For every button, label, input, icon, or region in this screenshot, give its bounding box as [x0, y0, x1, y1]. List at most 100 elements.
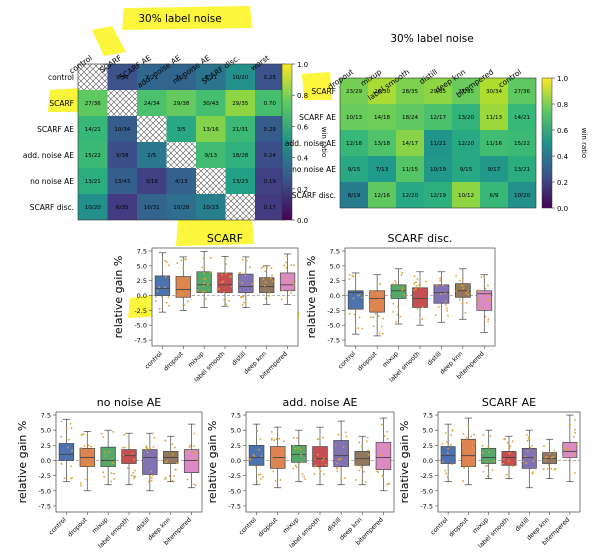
data-point — [102, 471, 104, 474]
y-tick-label: 5.0 — [423, 427, 433, 435]
cell-label: 13/20 — [458, 115, 475, 121]
data-point — [244, 274, 247, 277]
data-point — [568, 447, 570, 450]
cell-label: 0.24 — [264, 153, 277, 159]
data-point — [434, 314, 437, 317]
box — [333, 440, 349, 467]
data-point — [70, 427, 73, 429]
box — [347, 290, 364, 310]
data-point — [225, 272, 227, 275]
data-point — [243, 301, 245, 304]
data-point — [447, 447, 450, 450]
data-point — [145, 446, 148, 449]
data-point — [386, 483, 389, 486]
data-point — [167, 264, 170, 267]
y-axis-label: relative gain % — [305, 256, 318, 339]
data-point — [123, 433, 126, 436]
data-point — [550, 456, 553, 459]
colorbar-tick-label: 0.2 — [297, 186, 308, 194]
data-point — [286, 255, 289, 258]
data-point — [425, 280, 427, 283]
heatmap-cell — [196, 168, 226, 194]
data-point — [282, 455, 284, 458]
data-point — [293, 283, 295, 286]
data-point — [203, 271, 205, 274]
data-point — [81, 433, 84, 436]
heatmap-cell — [255, 194, 285, 220]
data-point — [151, 474, 154, 477]
data-point — [470, 435, 473, 438]
cell-label: 9/38 — [116, 153, 129, 159]
data-point — [487, 446, 490, 449]
data-point — [107, 450, 110, 453]
cell-label: 9/36 — [116, 75, 129, 81]
data-point — [290, 264, 293, 266]
heatmap-cell — [424, 182, 452, 208]
heatmap-cell — [424, 130, 452, 156]
data-point — [370, 316, 372, 319]
boxplot-no-noise-ae: -7.5 -5.0 -2.5 0.0 2.5 5.0 7.5 relative gain % n… — [16, 396, 203, 550]
row-label: control — [48, 73, 74, 82]
data-point — [164, 286, 167, 289]
y-tick-label: -5.0 — [38, 487, 51, 495]
box — [154, 275, 171, 296]
data-point — [186, 478, 189, 481]
data-point — [290, 292, 292, 294]
boxplot-scarf-ae: -7.5 -5.0 -2.5 0.0 2.5 5.0 7.5 relative gain % S… — [398, 396, 581, 550]
heatmap-cell — [196, 64, 226, 90]
cell-label: 15/22 — [85, 153, 101, 159]
data-point — [249, 459, 251, 461]
heatmap-cell — [137, 90, 167, 116]
y-tick-label: -7.5 — [38, 502, 51, 510]
data-point — [313, 473, 316, 475]
data-point — [334, 444, 337, 446]
data-point — [544, 456, 547, 459]
data-point — [102, 436, 105, 438]
data-point — [451, 463, 453, 465]
data-point — [462, 277, 464, 280]
box — [248, 444, 265, 466]
y-tick-label: 0.0 — [423, 457, 433, 465]
data-point — [445, 300, 447, 303]
data-point — [270, 438, 273, 441]
data-point — [176, 294, 179, 297]
data-point — [446, 309, 449, 312]
x-tick-label: dropout — [257, 516, 279, 538]
data-point — [285, 261, 287, 264]
heatmap-cell — [452, 156, 480, 182]
data-point — [158, 286, 161, 289]
data-point — [155, 300, 157, 303]
data-point — [180, 259, 183, 262]
data-point — [260, 266, 263, 269]
data-point — [339, 457, 342, 460]
data-point — [103, 475, 106, 478]
heatmap-cell — [452, 104, 480, 130]
data-point — [150, 479, 153, 482]
data-point — [395, 281, 397, 284]
data-point — [484, 287, 487, 290]
heatmap-baselines: 30% label noise 9/36 7/21 7/22 8/21 10/20 0.25… — [23, 13, 328, 225]
cell-label: 30/43 — [203, 101, 220, 107]
heatmap-cell — [452, 182, 480, 208]
data-point — [176, 262, 179, 265]
data-point — [439, 279, 442, 282]
data-point — [463, 466, 465, 469]
data-point — [292, 467, 295, 470]
data-point — [376, 470, 378, 473]
data-point — [194, 458, 197, 461]
data-point — [379, 283, 381, 285]
data-point — [89, 464, 92, 467]
heatmap-cell — [107, 142, 137, 168]
cell-label: 10/31 — [144, 205, 161, 211]
data-point — [446, 451, 449, 454]
data-point — [542, 468, 545, 471]
cell-label: 12/19 — [430, 193, 447, 199]
heatmap-cell — [107, 168, 137, 194]
heatmap-cell — [452, 78, 480, 104]
data-point — [391, 283, 394, 286]
y-tick-label: 0.0 — [41, 457, 51, 465]
data-point — [264, 297, 267, 300]
heatmap-cell — [225, 116, 255, 142]
data-point — [131, 452, 134, 455]
data-point — [441, 443, 444, 445]
